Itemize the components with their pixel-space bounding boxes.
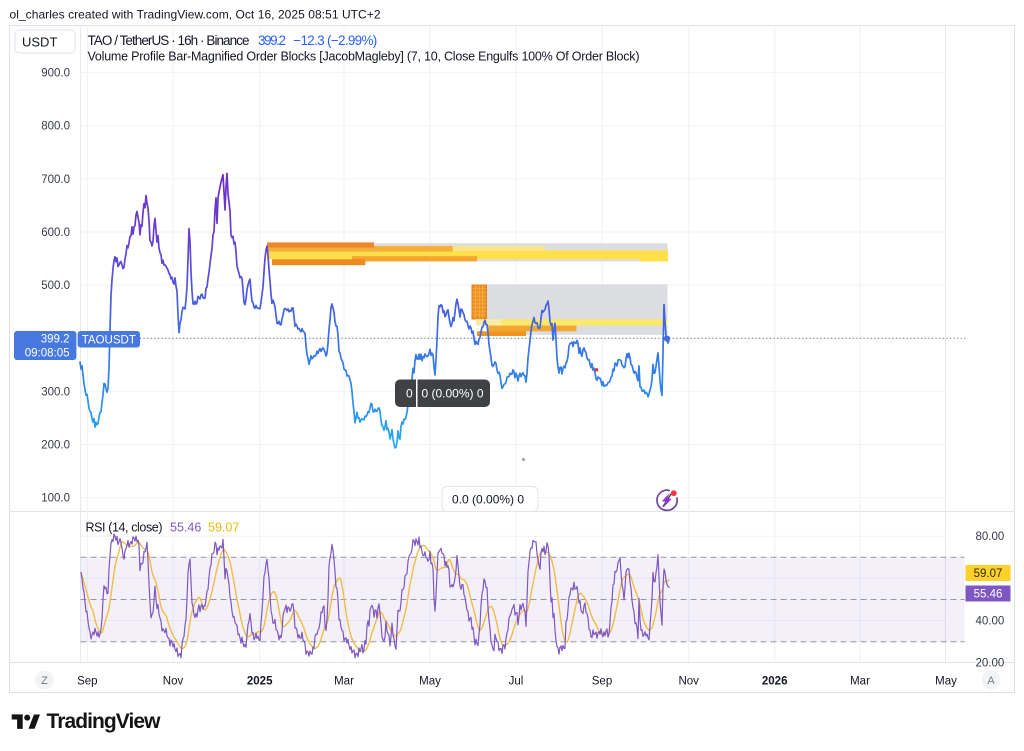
svg-text:55.46: 55.46 xyxy=(170,521,201,535)
svg-text:Sep: Sep xyxy=(592,676,612,688)
svg-text:200.0: 200.0 xyxy=(41,440,70,452)
svg-text:2025: 2025 xyxy=(247,676,273,688)
svg-text:40.00: 40.00 xyxy=(976,616,1005,628)
svg-text:59.07: 59.07 xyxy=(974,568,1003,580)
svg-text:80.00: 80.00 xyxy=(976,531,1005,543)
svg-text:55.46: 55.46 xyxy=(974,589,1003,601)
svg-text:700.0: 700.0 xyxy=(41,174,70,186)
svg-text:100.0: 100.0 xyxy=(41,493,70,505)
svg-text:TAOUSDT: TAOUSDT xyxy=(82,335,136,347)
svg-text:TAO / TetherUS · 16h · Binance: TAO / TetherUS · 16h · Binance xyxy=(88,33,250,48)
svg-text:399.2: 399.2 xyxy=(41,334,70,346)
svg-text:59.07: 59.07 xyxy=(208,521,239,535)
svg-text:399.2: 399.2 xyxy=(258,33,286,48)
svg-text:A: A xyxy=(987,675,995,687)
svg-text:0.0 (0.00%) 0: 0.0 (0.00%) 0 xyxy=(452,493,524,507)
svg-text:−12.3 (−2.99%): −12.3 (−2.99%) xyxy=(293,33,377,48)
svg-text:800.0: 800.0 xyxy=(41,121,70,133)
svg-text:Mar: Mar xyxy=(850,676,870,688)
svg-text:0 (0.00%) 0: 0 (0.00%) 0 xyxy=(422,387,484,401)
svg-text:May: May xyxy=(419,676,441,688)
svg-text:300.0: 300.0 xyxy=(41,386,70,398)
svg-text:USDT: USDT xyxy=(22,35,57,50)
svg-text:20.00: 20.00 xyxy=(976,658,1005,670)
svg-text:Volume Profile Bar-Magnified O: Volume Profile Bar-Magnified Order Block… xyxy=(88,50,640,64)
svg-text:RSI (14, close): RSI (14, close) xyxy=(86,521,163,535)
svg-text:09:08:05: 09:08:05 xyxy=(25,348,70,360)
svg-text:May: May xyxy=(935,676,957,688)
svg-text:Sep: Sep xyxy=(77,676,97,688)
svg-text:0: 0 xyxy=(406,387,413,401)
svg-text:Nov: Nov xyxy=(163,676,184,688)
svg-text:Nov: Nov xyxy=(678,676,699,688)
svg-text:600.0: 600.0 xyxy=(41,227,70,239)
svg-text:500.0: 500.0 xyxy=(41,280,70,292)
svg-text:ol_charles created with Tradin: ol_charles created with TradingView.com,… xyxy=(10,8,381,22)
svg-text:2026: 2026 xyxy=(762,676,788,688)
svg-text:Mar: Mar xyxy=(334,676,354,688)
svg-text:Jul: Jul xyxy=(509,676,524,688)
svg-text:900.0: 900.0 xyxy=(41,68,70,80)
svg-text:TradingView: TradingView xyxy=(47,710,162,733)
svg-text:Z: Z xyxy=(41,675,48,687)
